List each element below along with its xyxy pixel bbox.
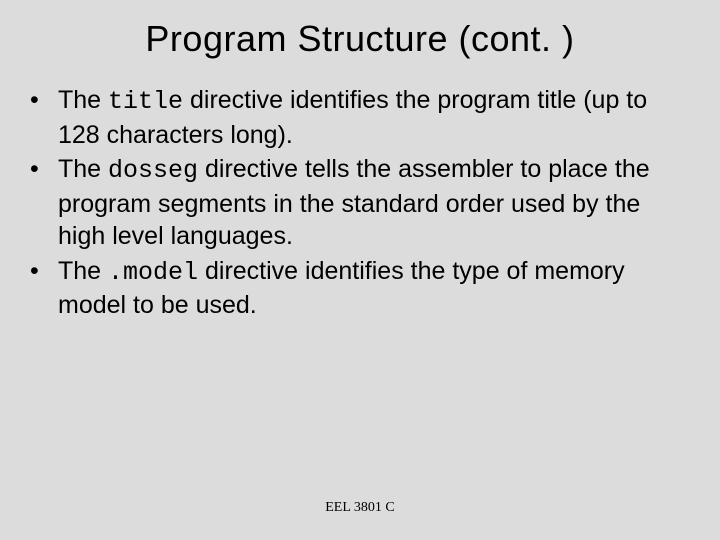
bullet-marker: • [28, 255, 58, 322]
slide-body: • The title directive identifies the pro… [0, 60, 720, 322]
slide: Program Structure (cont. ) • The title d… [0, 0, 720, 540]
bullet-text: The .model directive identifies the type… [58, 255, 692, 322]
bullet-pre: The [58, 86, 108, 114]
bullet-pre: The [58, 155, 108, 183]
bullet-marker: • [28, 84, 58, 151]
bullet-pre: The [58, 257, 108, 285]
slide-footer: EEL 3801 C [0, 500, 720, 516]
slide-title: Program Structure (cont. ) [0, 0, 720, 60]
bullet-code: .model [108, 258, 198, 287]
bullet-code: title [108, 87, 183, 116]
bullet-code: dosseg [108, 156, 198, 185]
bullet-item: • The dosseg directive tells the assembl… [28, 153, 692, 253]
bullet-text: The title directive identifies the progr… [58, 84, 692, 151]
bullet-marker: • [28, 153, 58, 253]
bullet-item: • The .model directive identifies the ty… [28, 255, 692, 322]
bullet-item: • The title directive identifies the pro… [28, 84, 692, 151]
bullet-text: The dosseg directive tells the assembler… [58, 153, 692, 253]
